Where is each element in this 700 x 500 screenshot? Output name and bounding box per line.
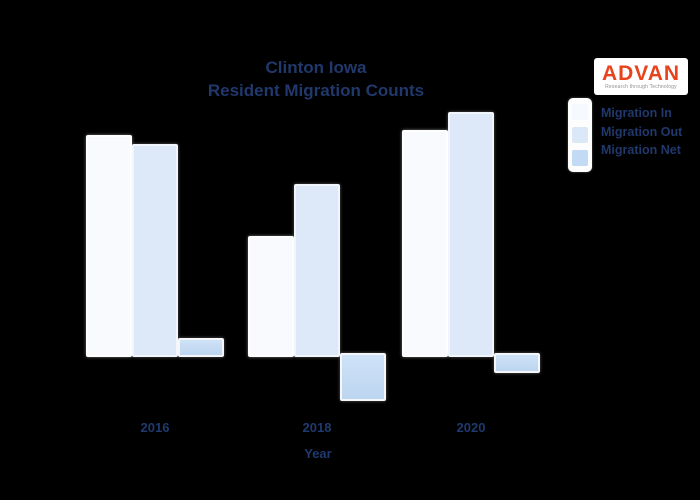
legend-label-migration-in: Migration In <box>601 106 672 120</box>
legend-labels: Migration In Migration Out Migration Net <box>601 104 682 160</box>
legend-label-migration-out: Migration Out <box>601 124 683 139</box>
legend <box>568 98 592 172</box>
legend-label-migration-net: Migration Net <box>601 143 681 157</box>
bar-migration-out-2018 <box>294 184 340 357</box>
chart-title: Clinton Iowa Resident Migration Counts <box>16 56 616 102</box>
x-tick-2016: 2016 <box>140 420 170 435</box>
advan-logo-tagline: Research through Technology <box>605 83 677 90</box>
bar-migration-in-2016 <box>86 135 132 357</box>
bar-migration-in-2020 <box>402 130 448 357</box>
x-tick-2020: 2020 <box>456 420 486 435</box>
x-axis-title: Year <box>304 446 332 461</box>
bar-migration-in-2018 <box>248 236 294 357</box>
legend-swatch-migration-in <box>572 104 588 120</box>
bar-migration-net-2018 <box>340 353 386 401</box>
advan-logo-brand: ADVAN <box>601 61 681 85</box>
bar-migration-net-2016 <box>178 338 224 357</box>
x-tick-2018: 2018 <box>302 420 332 435</box>
advan-logo: ADVAN Research through Technology <box>594 58 688 95</box>
legend-swatch-migration-net <box>572 150 588 166</box>
chart-title-line2: Resident Migration Counts <box>207 81 425 100</box>
bar-migration-out-2020 <box>448 112 494 357</box>
chart-title-line1: Clinton Iowa <box>265 58 367 77</box>
legend-swatch-migration-out <box>572 127 588 143</box>
bar-migration-net-2020 <box>494 353 540 373</box>
bar-migration-out-2016 <box>132 144 178 357</box>
